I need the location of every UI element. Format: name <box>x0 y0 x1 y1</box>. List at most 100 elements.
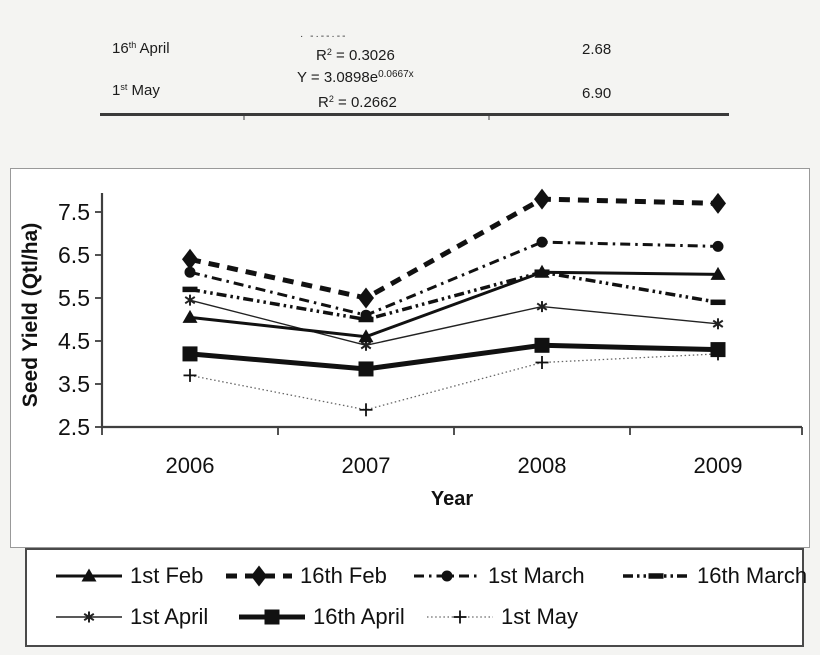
y-tick-label: 6.5 <box>58 242 90 268</box>
legend-label: 16th March <box>697 563 808 588</box>
plus-marker <box>183 368 197 382</box>
asterisk-marker <box>83 611 95 623</box>
legend-label: 16th Feb <box>300 563 387 588</box>
value-row2: 6.90 <box>582 85 612 102</box>
asterisk-marker <box>184 294 196 306</box>
value-row1: 2.68 <box>582 41 612 58</box>
asterisk-marker <box>712 318 724 330</box>
table-column-tick <box>488 116 490 120</box>
x-axis-title: Year <box>431 488 473 510</box>
y-axis-title: Seed Yield (Qtl/ha) <box>19 223 42 407</box>
chart-legend: 1st Feb 16th Feb 1st March 16th March 1st Ap… <box>25 548 808 647</box>
diamond-marker <box>358 287 374 309</box>
x-tick-label: 2006 <box>166 453 215 478</box>
series-line-1st-april <box>189 299 719 347</box>
r-symbol: R <box>316 47 327 64</box>
dash-marker <box>648 573 664 579</box>
legend-label: 1st April <box>130 604 209 629</box>
legend-label: 1st May <box>501 604 579 629</box>
series-line-16th-march <box>189 270 719 322</box>
equation-base: Y = 3.0898e <box>297 69 379 86</box>
legend-label: 1st Feb <box>130 563 204 588</box>
square-marker <box>264 609 280 625</box>
plus-marker <box>535 356 549 369</box>
x-tick-label: 2008 <box>518 453 567 478</box>
square-marker <box>358 361 374 377</box>
triangle-marker <box>182 309 198 323</box>
legend-item-1st-feb: 1st Feb <box>54 563 204 588</box>
regression-table-fragment: · -·--·-- 16th April R2 = 0.3026 2.68 Y … <box>0 0 820 140</box>
series-line-16th-feb <box>189 196 719 301</box>
legend-sample <box>226 565 292 587</box>
r-exponent: 2 <box>328 94 334 104</box>
legend-sample <box>239 609 305 625</box>
triangle-marker <box>710 266 726 280</box>
legend-item-16th-april: 16th April <box>237 604 405 629</box>
y-tick-label: 5.5 <box>58 285 90 311</box>
dash-marker <box>710 299 726 306</box>
diamond-marker <box>251 565 267 587</box>
square-marker <box>534 337 550 353</box>
asterisk-marker <box>536 301 548 313</box>
plus-marker <box>453 610 467 624</box>
triangle-marker <box>81 568 97 582</box>
circle-marker <box>184 266 196 278</box>
series-line-16th-april <box>189 342 719 372</box>
series-line-1st-march <box>189 240 719 317</box>
square-marker <box>182 346 198 362</box>
square-marker <box>710 342 726 358</box>
y-tick-label: 2.5 <box>58 414 90 440</box>
chart-panel: 2.5 3.5 4.5 5.5 6.5 7.5 2006 2007 2008 2009 Seed Y… <box>10 168 810 548</box>
seed-yield-line-chart: 2.5 3.5 4.5 5.5 6.5 7.5 2006 2007 2008 2009 Seed Y… <box>19 188 803 510</box>
y-tick-label: 4.5 <box>58 328 90 354</box>
equation-exponent: 0.0667x <box>378 69 414 80</box>
r-symbol: R <box>318 94 329 111</box>
legend-label: 16th April <box>313 604 405 629</box>
treatment-label-sup: th <box>128 40 137 50</box>
diamond-marker <box>182 248 198 270</box>
y-tick-label: 7.5 <box>58 199 90 225</box>
treatment-label-1st-may: 1st May <box>112 82 160 99</box>
r-value: = 0.3026 <box>331 47 395 64</box>
legend-item-1st-march: 1st March <box>412 563 585 588</box>
treatment-label-base: 16 <box>112 40 129 57</box>
r-exponent: 2 <box>326 47 332 57</box>
clipped-equation-fragment: · -·--·-- <box>300 31 348 42</box>
treatment-label-base: 1 <box>112 82 121 99</box>
r-squared-row1: R2 = 0.3026 <box>316 47 395 64</box>
circle-marker <box>441 570 453 582</box>
axis-lines <box>100 193 802 429</box>
treatment-label-rest: May <box>127 82 160 99</box>
circle-marker <box>536 236 548 248</box>
legend-item-16th-march: 16th March <box>621 563 808 588</box>
legend-item-1st-april: 1st April <box>54 604 209 629</box>
legend-sample <box>623 573 689 579</box>
legend-item-16th-feb: 16th Feb <box>224 563 387 588</box>
triangle-marker <box>534 264 550 278</box>
equation-row2: Y = 3.0898e0.0667x <box>297 69 414 86</box>
legend-sample <box>56 568 122 582</box>
legend-sample <box>427 610 493 624</box>
triangle-marker <box>358 329 374 343</box>
treatment-label-16th-april: 16th April <box>112 40 170 57</box>
y-tick-label: 3.5 <box>58 371 90 397</box>
treatment-label-sup: st <box>120 82 128 92</box>
legend-sample <box>414 570 480 582</box>
x-tick-label: 2007 <box>342 453 391 478</box>
circle-marker <box>712 240 724 252</box>
r-squared-row2: R2 = 0.2662 <box>318 94 397 111</box>
plus-marker <box>359 403 373 417</box>
table-bottom-rule <box>100 113 729 116</box>
legend-item-1st-may: 1st May <box>425 604 579 629</box>
r-value: = 0.2662 <box>333 94 397 111</box>
legend-sample <box>56 611 122 623</box>
diamond-marker <box>534 188 550 210</box>
circle-marker <box>360 309 372 321</box>
diamond-marker <box>710 192 726 214</box>
treatment-label-rest: April <box>136 40 170 57</box>
dash-marker <box>182 286 198 293</box>
legend-label: 1st March <box>488 563 585 588</box>
table-column-tick <box>243 116 245 120</box>
series-line-1st-feb <box>189 270 719 339</box>
x-tick-label: 2009 <box>694 453 743 478</box>
